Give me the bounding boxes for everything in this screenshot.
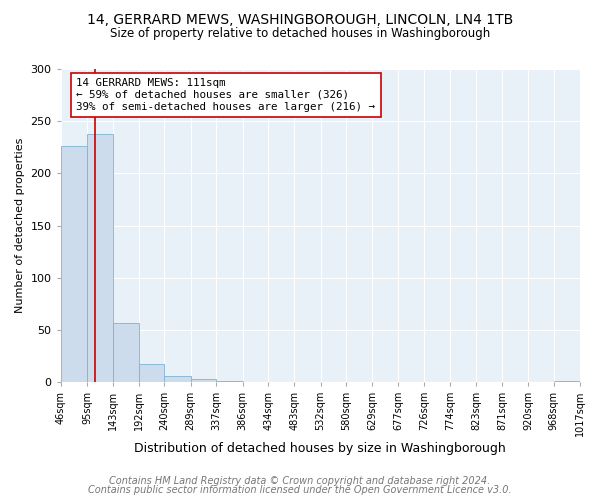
Text: Size of property relative to detached houses in Washingborough: Size of property relative to detached ho… [110, 28, 490, 40]
Text: Contains public sector information licensed under the Open Government Licence v3: Contains public sector information licen… [88, 485, 512, 495]
Bar [61, 146, 87, 382]
X-axis label: Distribution of detached houses by size in Washingborough: Distribution of detached houses by size … [134, 442, 506, 455]
Bar [554, 381, 580, 382]
Bar [164, 376, 191, 382]
Bar [87, 134, 113, 382]
Bar [191, 379, 217, 382]
Text: 14, GERRARD MEWS, WASHINGBOROUGH, LINCOLN, LN4 1TB: 14, GERRARD MEWS, WASHINGBOROUGH, LINCOL… [87, 12, 513, 26]
Bar [113, 322, 139, 382]
Bar [217, 381, 242, 382]
Bar [139, 364, 164, 382]
Text: 14 GERRARD MEWS: 111sqm
← 59% of detached houses are smaller (326)
39% of semi-d: 14 GERRARD MEWS: 111sqm ← 59% of detache… [76, 78, 375, 112]
Y-axis label: Number of detached properties: Number of detached properties [15, 138, 25, 313]
Text: Contains HM Land Registry data © Crown copyright and database right 2024.: Contains HM Land Registry data © Crown c… [109, 476, 491, 486]
